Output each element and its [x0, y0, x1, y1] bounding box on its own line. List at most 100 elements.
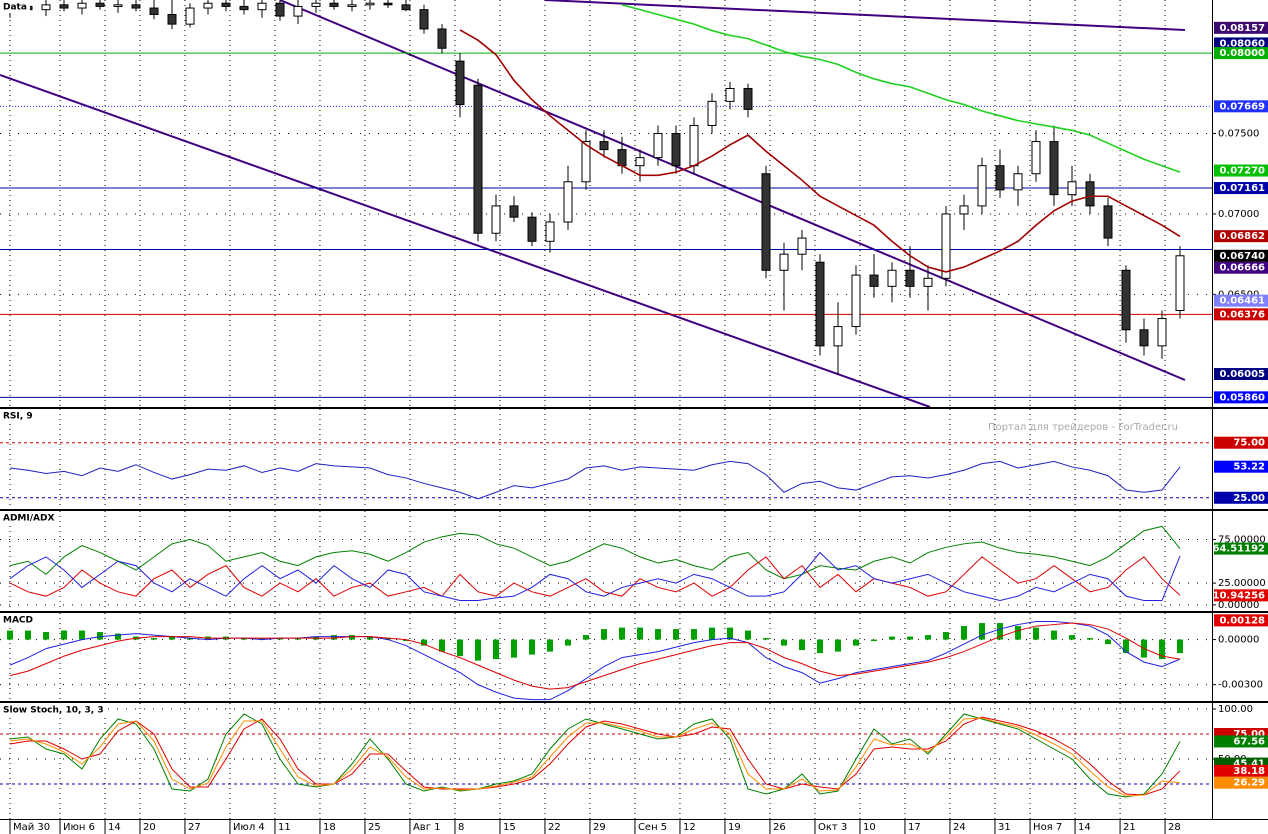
- x-tick-label: 20: [143, 822, 156, 833]
- series-line: [9, 551, 1181, 602]
- histogram-bar: [907, 636, 913, 640]
- candle-body: [779, 253, 789, 271]
- candle-body: [635, 157, 645, 167]
- x-tick-label: 31: [998, 822, 1011, 833]
- candle-body: [671, 133, 681, 167]
- candle-body: [95, 2, 105, 7]
- candle-body: [275, 2, 285, 17]
- price-label-box: [1214, 391, 1268, 404]
- candle-body: [1157, 318, 1167, 347]
- panel-title-bg: [0, 409, 36, 422]
- price-label: 75.00: [1233, 729, 1265, 740]
- candle-body: [689, 124, 699, 167]
- price-label: 26.29: [1233, 778, 1265, 789]
- price-label: 0.06666: [1219, 263, 1265, 274]
- candle-body: [311, 2, 321, 7]
- histogram-bar: [493, 639, 499, 660]
- watermark: Портал для трейдеров - ForTrader.ru: [988, 422, 1178, 433]
- histogram-bar: [169, 636, 175, 640]
- candle-body: [617, 149, 627, 167]
- candle-body: [203, 2, 213, 9]
- candle-body: [419, 9, 429, 30]
- histogram-bar: [277, 638, 283, 640]
- candle-body: [725, 87, 735, 102]
- price-label-box: [1214, 182, 1268, 195]
- candle-body: [833, 326, 843, 347]
- histogram-bar: [619, 627, 625, 640]
- trendline: [0, 74, 931, 407]
- histogram-bar: [1015, 626, 1021, 640]
- candle-body: [77, 2, 87, 9]
- histogram-bar: [997, 623, 1003, 640]
- candle-body: [329, 2, 339, 7]
- panel: [0, 613, 1212, 701]
- candle-body: [941, 213, 951, 279]
- candle-body: [1121, 269, 1131, 331]
- histogram-bar: [385, 638, 391, 640]
- panel-title: Slow Stoch, 10, 3, 3: [3, 706, 104, 716]
- price-label-box: [1214, 542, 1268, 555]
- price-label-box: [1214, 589, 1268, 602]
- x-tick-label: 28: [1168, 822, 1181, 833]
- panel: [0, 409, 1212, 509]
- series-line: [9, 717, 1181, 797]
- candle-body: [797, 237, 807, 255]
- panel: [0, 0, 1212, 407]
- panel-title: Data: [3, 3, 27, 13]
- candle-body: [923, 277, 933, 287]
- candle-body: [401, 4, 411, 11]
- candle-body: [383, 2, 393, 6]
- series-line: [9, 621, 1181, 701]
- x-tick-label: 11: [278, 822, 291, 833]
- histogram-bar: [763, 638, 769, 640]
- x-tick-label: Авг 1: [413, 822, 441, 833]
- candle-body: [977, 165, 987, 207]
- candle-body: [1013, 173, 1023, 191]
- candle-body: [437, 28, 447, 49]
- x-tick-label: Май 30: [13, 822, 50, 833]
- histogram-bar: [799, 639, 805, 651]
- y-tick-label: -0.00300: [1218, 680, 1263, 691]
- histogram-bar: [1051, 630, 1057, 640]
- candle-body: [1085, 181, 1095, 207]
- panel-title-bg: [0, 613, 36, 626]
- histogram-bar: [529, 639, 535, 655]
- histogram-bar: [367, 636, 373, 640]
- price-label-box: [1214, 436, 1268, 449]
- x-tick-label: Ноя 7: [1033, 822, 1062, 833]
- x-tick-label: 21: [1123, 822, 1136, 833]
- plots: [0, 0, 1212, 819]
- price-label: 0.08060: [1219, 38, 1265, 49]
- candle-body: [995, 165, 1005, 191]
- histogram-bar: [79, 630, 85, 640]
- histogram-bar: [1087, 638, 1093, 640]
- candle-body: [1139, 329, 1149, 347]
- candle-body: [59, 4, 69, 9]
- price-label-box: [1214, 230, 1268, 243]
- price-label: 45.41: [1233, 759, 1265, 770]
- candle-body: [545, 221, 555, 242]
- histogram-bar: [1159, 639, 1165, 660]
- price-label: 0.06862: [1219, 231, 1265, 242]
- candle-body: [347, 4, 357, 7]
- x-tick-label: 22: [548, 822, 561, 833]
- histogram-bar: [943, 632, 949, 640]
- x-tick-label: 29: [593, 822, 606, 833]
- histogram-bar: [1105, 639, 1111, 645]
- y-tick-label: 0.00000: [1218, 600, 1259, 611]
- x-tick-label: 19: [728, 822, 741, 833]
- histogram-bar: [781, 639, 787, 646]
- histogram-bar: [61, 630, 67, 640]
- candle-body: [473, 84, 483, 234]
- price-label-box: [1214, 37, 1268, 50]
- candle-body: [851, 274, 861, 328]
- candle-body: [491, 205, 501, 234]
- trendline: [279, 0, 1186, 381]
- candle-body: [743, 87, 753, 110]
- x-tick-label: 17: [908, 822, 921, 833]
- price-label-box: [1214, 764, 1268, 777]
- histogram-bar: [187, 638, 193, 640]
- candle-body: [905, 269, 915, 287]
- candle-body: [653, 133, 663, 159]
